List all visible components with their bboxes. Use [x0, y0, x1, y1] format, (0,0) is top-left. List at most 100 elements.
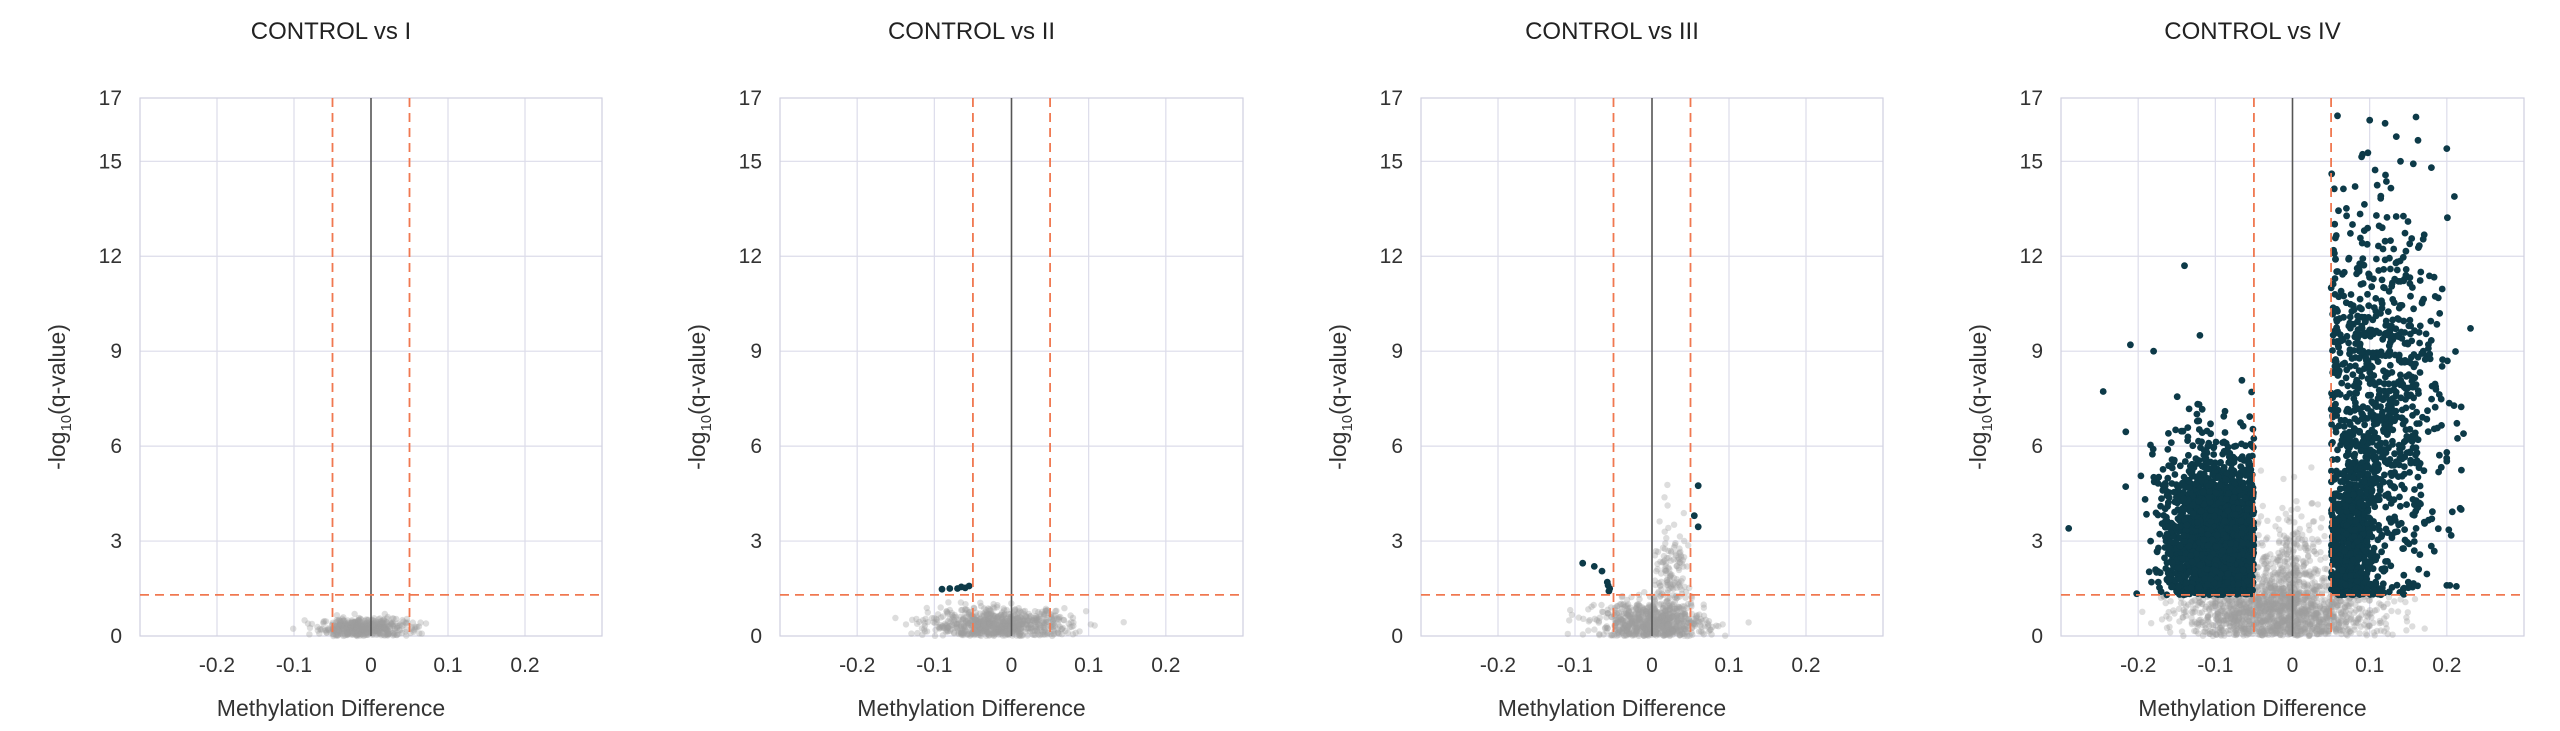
background-point	[2264, 517, 2271, 524]
background-point	[350, 629, 358, 636]
background-point	[382, 625, 390, 633]
background-point	[391, 625, 398, 632]
significant-points	[2065, 112, 2474, 599]
background-point	[380, 625, 388, 632]
background-point	[2355, 614, 2363, 621]
background-point	[2302, 569, 2309, 576]
background-point	[325, 626, 332, 633]
background-point	[316, 625, 324, 632]
background-point	[2318, 515, 2326, 522]
background-point	[1676, 545, 1683, 552]
background-point	[1614, 603, 1621, 610]
background-point	[382, 626, 390, 633]
background-point	[394, 620, 401, 627]
background-point	[363, 627, 371, 634]
background-point	[2282, 623, 2289, 630]
background-point	[1642, 617, 1649, 624]
background-point	[324, 625, 332, 632]
background-point	[384, 613, 391, 621]
background-point	[2383, 612, 2390, 620]
background-point	[1120, 619, 1127, 626]
background-point	[2263, 552, 2270, 560]
background-point	[2323, 619, 2331, 627]
background-point	[378, 632, 385, 639]
background-point	[358, 623, 366, 630]
background-point	[2139, 608, 2146, 615]
background-point	[344, 622, 351, 629]
background-point	[370, 620, 377, 627]
background-point	[2167, 598, 2174, 605]
background-point	[2163, 613, 2170, 620]
background-point	[339, 626, 346, 633]
significant-point	[1694, 523, 1702, 531]
background-point	[342, 624, 350, 632]
background-point	[351, 624, 359, 631]
background-point	[360, 625, 368, 633]
background-point	[361, 624, 369, 632]
y-tick-label: 3	[110, 530, 122, 553]
background-point	[357, 623, 364, 630]
background-point	[355, 617, 363, 625]
background-point	[391, 631, 398, 638]
background-point	[2294, 622, 2301, 629]
background-point	[2308, 464, 2315, 471]
background-point	[359, 627, 366, 634]
background-point	[1685, 542, 1692, 549]
background-point	[372, 623, 379, 630]
background-point	[345, 619, 352, 626]
background-point	[381, 624, 388, 631]
background-point	[353, 620, 360, 627]
background-point	[1664, 481, 1671, 489]
significant-point	[946, 585, 954, 592]
significant-point	[1590, 563, 1598, 570]
background-point	[363, 631, 371, 639]
x-tick-label: 0.2	[1151, 654, 1180, 677]
background-point	[380, 625, 388, 633]
background-point	[354, 621, 361, 628]
background-point	[356, 628, 363, 635]
background-point	[353, 631, 360, 639]
background-point	[396, 626, 403, 634]
background-point	[357, 615, 364, 622]
background-point	[363, 616, 370, 623]
y-axis-label-subscript: 10	[1339, 415, 1356, 432]
background-point	[376, 623, 383, 630]
background-point	[390, 629, 397, 636]
background-point	[322, 618, 330, 625]
background-point	[301, 617, 308, 624]
background-point	[349, 620, 356, 627]
background-point	[373, 627, 380, 634]
background-point	[2179, 614, 2187, 621]
background-point	[1579, 631, 1587, 638]
background-point	[1057, 613, 1064, 621]
background-point	[389, 632, 397, 639]
background-point	[2225, 627, 2232, 634]
background-point	[363, 620, 370, 627]
background-point	[348, 619, 355, 626]
background-point	[2231, 611, 2238, 619]
x-tick-label: 0	[1006, 654, 1018, 677]
background-point	[335, 623, 342, 630]
background-point	[384, 627, 391, 634]
background-point	[1661, 494, 1668, 501]
background-point	[348, 624, 355, 631]
background-point	[1689, 631, 1696, 638]
background-point	[360, 632, 367, 640]
background-point	[320, 618, 327, 626]
background-point	[2313, 582, 2320, 590]
background-point	[356, 630, 363, 637]
significant-point	[1598, 567, 1606, 575]
x-axis-label: Methylation Difference	[1498, 695, 1726, 721]
background-point	[1618, 619, 1626, 626]
background-point	[359, 622, 366, 630]
background-point	[336, 617, 343, 624]
background-point	[361, 622, 369, 629]
background-point	[348, 625, 355, 633]
background-point	[2263, 567, 2270, 574]
background-point	[337, 629, 345, 636]
background-point	[395, 630, 402, 638]
background-point	[2288, 506, 2295, 514]
background-point	[345, 624, 352, 631]
background-point	[1065, 620, 1072, 627]
